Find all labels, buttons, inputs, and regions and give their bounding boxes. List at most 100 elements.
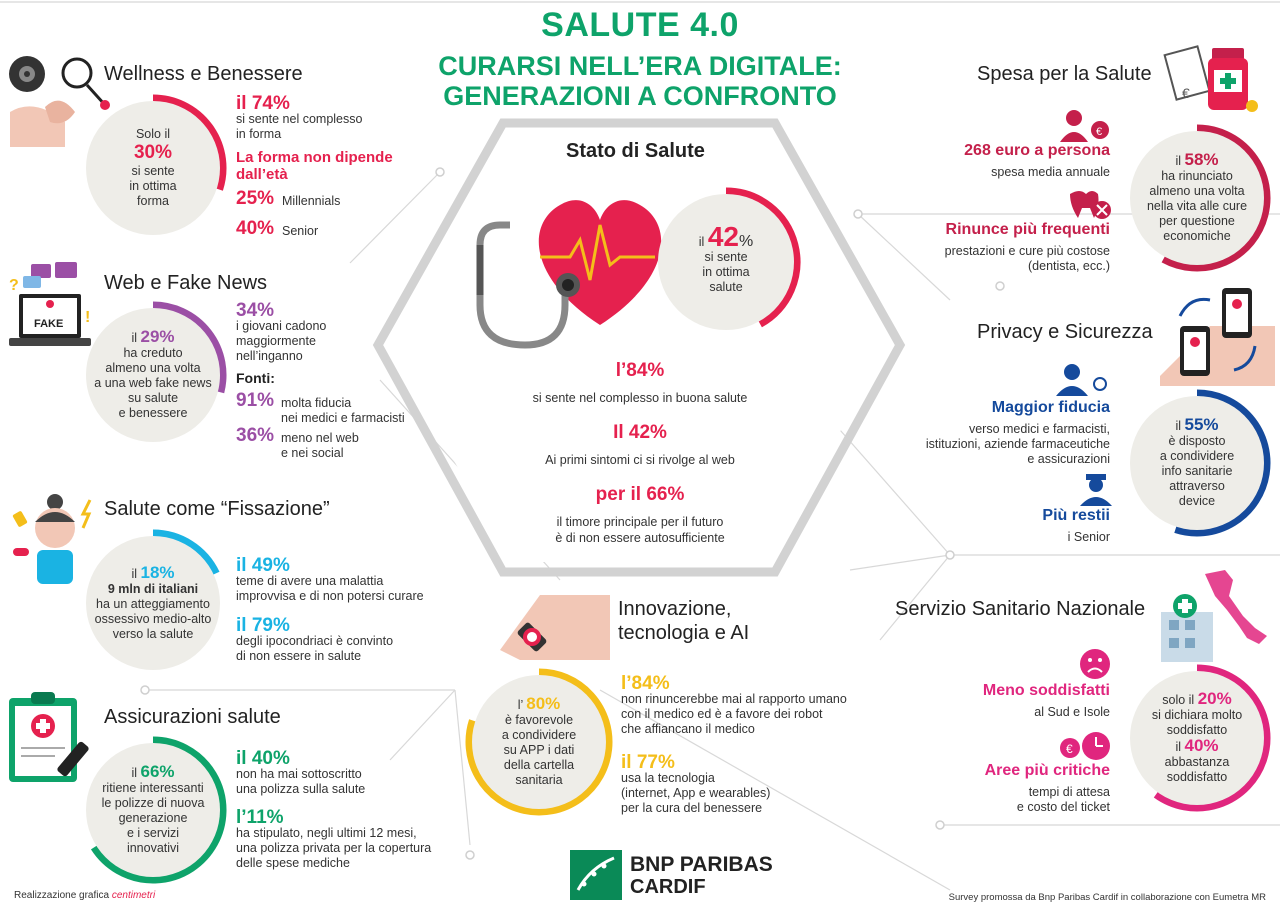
brand-name-2: CARDIF [630,876,706,898]
stato-stat-3-t1: il timore principale per il futuro [556,515,724,529]
privacy-circle-l3: info sanitarie [1161,464,1233,478]
worried-person-icon [12,494,92,584]
assicurazioni-title: Assicurazioni salute [104,706,281,728]
wellness-stat-2-head2: dall’età [236,166,288,183]
ssn-circle-pct2: 40% [1184,736,1219,755]
svg-text:€: € [1066,742,1073,756]
ssn-circle: solo il 20% si dichiara molto soddisfatt… [1130,671,1264,805]
smartwatch-icon [500,595,610,660]
wellness-circle-l4: forma [137,194,169,208]
web-stat-2-t1: molta fiducia [281,396,352,410]
innovazione-stat-2-t1: usa la tecnologia [621,771,715,785]
web-stat-3-t1: meno nel web [281,431,359,445]
stato-circle-l2: in ottima [702,265,750,279]
innovazione-circle: l’ 80% è favorevole a condividere su APP… [472,675,606,809]
survey-note: Survey promossa da Bnp Paribas Cardif in… [948,892,1266,903]
ssn-stat-1-head: Meno soddisfatti [982,682,1110,699]
wellness-stat-1-text1: si sente nel complesso [236,112,363,126]
privacy-title: Privacy e Sicurezza [977,321,1153,343]
person-euro-icon: € [1060,110,1109,142]
clipboard-icon [9,692,89,782]
fissazione-circle-pct: 18% [140,562,175,582]
privacy-circle-l1: è disposto [1168,434,1226,448]
web-fonti: Fonti: [236,370,275,386]
ssn-stat-1-text: al Sud e Isole [1034,705,1110,719]
innovazione-circle-l2: a condividere [501,728,577,742]
assicurazioni-circle-l5: innovativi [126,841,180,855]
wellness-progress-ring [79,94,227,242]
assicurazioni-stat-2-t2: una polizza privata per la copertura [236,841,432,855]
svg-text:?: ? [9,277,19,294]
assicurazioni-stat-1-pct: il 40% [236,748,290,769]
ssn-stat-2-head: Aree più critiche [984,762,1110,779]
doctor-icon [1056,364,1107,396]
page-title: SALUTE 4.0 [541,6,739,44]
innovazione-stat-2-pct: il 77% [621,752,675,773]
tooth-cross-icon [1070,191,1111,219]
web-circle-l1: ha creduto [123,346,183,360]
innovazione-circle-l5: sanitaria [515,773,563,787]
web-progress-ring [152,301,227,394]
wellness-title: Wellness e Benessere [104,63,303,85]
stato-stat-1-pct: l’84% [615,360,665,381]
innovazione-stat-1-t2: con il medico ed è a favore dei robot [621,707,823,721]
fissazione-stat-1-t2: improvvisa e di non potersi curare [236,589,424,603]
fissazione-circle-l3: ossessivo medio-alto [94,611,212,626]
stato-circle-l3: salute [709,280,743,294]
innovazione-circle-l3: su APP i dati [503,743,575,757]
assicurazioni-stat-2-t1: ha stipulato, negli ultimi 12 mesi, [236,826,417,840]
privacy-stat-1-t2: istituzioni, aziende farmaceutiche [925,437,1110,451]
privacy-circle-l5: device [1178,494,1216,508]
ssn-circle-pre2: il [1175,740,1182,754]
wellness-stat-4-pct: 40% [236,218,275,239]
svg-text:!: ! [85,309,90,326]
web-circle-l5: e benessere [118,406,188,420]
assicurazioni-stat-2-t3: delle spese mediche [236,856,350,870]
wellness-stat-3-pct: 25% [236,188,275,209]
sad-face-icon [1080,649,1110,679]
fissazione-stat-1-pct: il 49% [236,555,290,576]
spesa-title: Spesa per la Salute [977,63,1152,85]
fissazione-circle-l4: verso la salute [112,626,194,641]
spesa-stat-1-head: 268 euro a persona [964,142,1110,159]
stato-progress-arc [725,187,801,328]
dumbbell-icon [9,56,75,147]
ssn-circle-pct1: 20% [1197,689,1232,708]
wellness-stat-1-pct: il 74% [236,93,290,114]
web-circle-l2: almeno una volta [105,361,201,375]
wellness-stat-1-text2: in forma [236,127,282,141]
credit: Realizzazione grafica centimetri [14,890,155,901]
spesa-stat-2-head: Rinunce più frequenti [945,221,1110,238]
innovazione-stat-2-t2: (internet, App e wearables) [621,786,771,800]
spesa-circle-l5: economiche [1163,229,1231,243]
privacy-stat-1-t1: verso medici e farmacisti, [968,422,1110,436]
stato-stat-2-text: Ai primi sintomi ci si rivolge al web [545,453,735,467]
assicurazioni-progress-ring [90,736,227,884]
assicurazioni-circle-pct-pre: il [131,766,138,780]
web-stat-3-pct: 36% [236,425,275,446]
stato-circle: il 42% si sente in ottima salute [658,194,794,330]
fissazione-title: Salute come “Fissazione” [104,498,330,520]
jump-rope-icon [61,57,110,110]
ssn-title: Servizio Sanitario Nazionale [895,598,1146,620]
innovazione-stat-1-t1: non rinuncerebbe mai al rapporto umano [621,692,847,706]
privacy-stat-2-text: i Senior [1067,530,1110,544]
heart-stethoscope-icon [476,200,662,349]
fissazione-progress-arc [152,529,220,575]
svg-text:€: € [1096,126,1102,138]
ssn-stat-2-t1: tempi di attesa [1028,785,1110,799]
innovazione-progress-arc [465,668,613,816]
web-stat-2-pct: 91% [236,390,275,411]
assicurazioni-circle-l3: generazione [118,811,188,825]
ssn-progress-arc [1153,664,1271,812]
stato-stat-2-pct: Il 42% [613,422,667,443]
privacy-stat-1-t3: e assicurazioni [1027,452,1110,466]
brand-name-1: BNP PARIBAS [630,853,773,876]
fissazione-circle-l2: ha un atteggiamento [96,596,210,611]
fissazione-stat-2-pct: il 79% [236,615,290,636]
svg-text:€: € [1182,85,1190,101]
assicurazioni-stat-2-pct: l’11% [236,807,284,828]
web-progress-arc [152,301,227,394]
ssn-circle-pre1: solo il [1162,693,1195,707]
spesa-circle-pct-pre: il [1175,154,1182,168]
